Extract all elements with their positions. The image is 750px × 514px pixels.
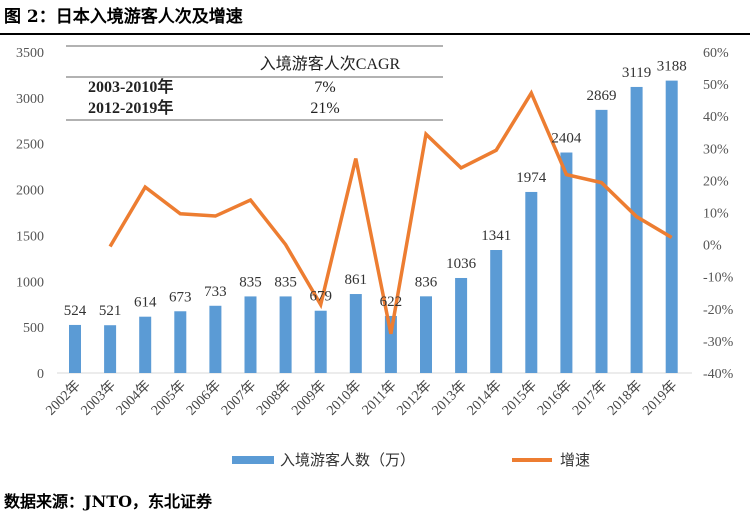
bar — [630, 86, 643, 373]
bar — [560, 152, 573, 373]
x-axis-tick: 2012年 — [394, 378, 435, 419]
bar-data-label: 521 — [99, 303, 122, 319]
bar-data-label: 3188 — [657, 59, 687, 75]
table-row-period: 2003-2010年 — [88, 77, 173, 96]
bar — [490, 250, 503, 373]
x-axis-tick: 2011年 — [359, 378, 400, 419]
x-axis-tick: 2004年 — [113, 378, 154, 419]
bar-data-label: 1341 — [481, 228, 511, 244]
bar-data-label: 835 — [274, 274, 297, 290]
x-axis-tick: 2018年 — [604, 378, 645, 419]
bar — [209, 305, 222, 373]
bar-data-label: 1974 — [516, 170, 547, 186]
bar — [139, 316, 152, 373]
bar — [104, 325, 117, 373]
left-axis-tick: 3500 — [16, 46, 44, 61]
left-axis-tick: 3000 — [16, 92, 44, 107]
right-axis-tick: -40% — [703, 367, 734, 382]
left-axis-tick: 2500 — [16, 138, 44, 153]
bar — [174, 311, 187, 373]
bar — [279, 296, 292, 373]
bar — [455, 277, 468, 373]
left-axis-tick: 2000 — [16, 184, 44, 199]
bar-data-label: 2869 — [587, 88, 617, 104]
x-axis-tick: 2014年 — [464, 378, 505, 419]
left-axis-tick: 500 — [23, 321, 44, 336]
right-axis-tick: -20% — [703, 303, 734, 318]
x-axis-tick: 2016年 — [534, 378, 575, 419]
bar-data-label: 3119 — [622, 65, 651, 81]
right-axis-tick: 10% — [703, 207, 729, 222]
bar — [244, 296, 257, 373]
right-axis-tick: -30% — [703, 335, 734, 350]
bar — [595, 109, 608, 374]
bar — [525, 191, 538, 373]
legend: 入境游客人数（万） 增速 — [232, 451, 590, 469]
x-axis-tick: 2005年 — [148, 378, 189, 419]
legend-label-bar: 入境游客人数（万） — [280, 451, 415, 469]
title-divider — [0, 33, 750, 35]
chart-title: 图 2：日本入境游客人次及增速 — [4, 7, 243, 27]
legend-swatch-bar — [232, 456, 274, 464]
x-axis-tick: 2010年 — [324, 378, 365, 419]
bar-data-label: 1036 — [446, 256, 477, 272]
left-axis-tick: 1000 — [16, 275, 44, 290]
right-axis-tick: -10% — [703, 271, 734, 286]
x-axis-tick: 2009年 — [289, 378, 330, 419]
source-note: 数据来源：JNTO，东北证券 — [4, 492, 213, 511]
bar-data-label: 733 — [204, 284, 227, 300]
table-row-period: 2012-2019年 — [88, 98, 173, 117]
x-axis-tick: 2008年 — [253, 378, 294, 419]
bar — [420, 296, 432, 373]
right-axis-tick: 60% — [703, 46, 729, 61]
table-row-value: 7% — [314, 79, 335, 96]
bar-data-label: 614 — [134, 295, 157, 311]
chart: 0 500 1000 1500 2000 2500 3000 3500 -40% -30% -20… — [16, 45, 734, 469]
table-header: 入境游客人次CAGR — [260, 54, 401, 73]
bar — [69, 324, 81, 373]
x-axis-tick: 2002年 — [43, 378, 84, 419]
bar-data-label: 2404 — [551, 131, 582, 147]
x-axis-tick: 2013年 — [429, 378, 470, 419]
bar-data-label: 524 — [64, 303, 87, 319]
bar — [314, 310, 327, 373]
x-axis-tick: 2019年 — [640, 378, 681, 419]
right-axis-tick: 30% — [703, 142, 729, 157]
right-axis-tick: 0% — [703, 239, 722, 254]
left-axis-tick: 0 — [37, 367, 44, 382]
x-axis-tick: 2003年 — [78, 378, 119, 419]
bar-data-label: 835 — [239, 274, 262, 290]
x-axis-tick: 2015年 — [499, 378, 540, 419]
bar-data-label: 673 — [169, 289, 192, 305]
bar-data-label: 836 — [415, 274, 438, 290]
legend-label-line: 增速 — [560, 452, 590, 469]
bar-data-label: 861 — [345, 272, 368, 288]
bar — [349, 294, 362, 373]
right-axis-tick: 40% — [703, 110, 729, 125]
x-axis-tick: 2006年 — [183, 378, 224, 419]
bar-data-label: 622 — [380, 294, 403, 310]
right-axis-tick: 50% — [703, 78, 729, 93]
left-axis-tick: 1500 — [16, 229, 44, 244]
table-row-value: 21% — [310, 100, 339, 117]
inset-table: 入境游客人次CAGR 2003-2010年 7% 2012-2019年 21% — [66, 45, 443, 121]
bar — [665, 80, 678, 373]
bar — [384, 315, 397, 373]
right-axis-tick: 20% — [703, 174, 729, 189]
x-axis-tick: 2007年 — [218, 378, 259, 419]
bar-data-label: 679 — [309, 289, 332, 305]
x-axis-tick: 2017年 — [569, 378, 610, 419]
